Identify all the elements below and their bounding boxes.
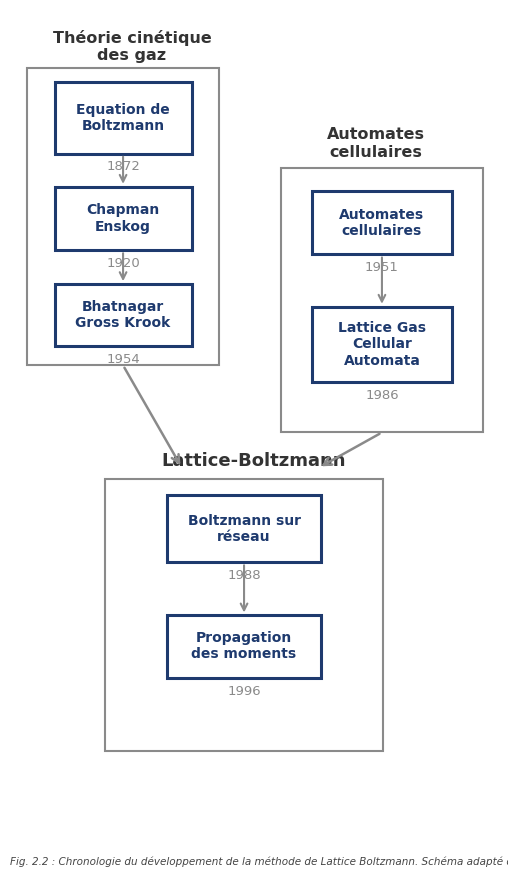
Text: 1986: 1986 [365,389,399,402]
Text: Equation de
Boltzmann: Equation de Boltzmann [76,102,170,133]
Text: Automates
cellulaires: Automates cellulaires [339,208,425,238]
Bar [105,479,384,751]
Text: Propagation
des moments: Propagation des moments [192,631,297,661]
Bar [167,615,321,678]
Text: Chapman
Enskog: Chapman Enskog [86,203,160,234]
Text: 1872: 1872 [106,160,140,173]
Text: 1988: 1988 [227,570,261,582]
Bar [27,68,219,366]
Text: Fig. 2.2 : Chronologie du développement de la méthode de Lattice Boltzmann. Sché: Fig. 2.2 : Chronologie du développement … [10,856,508,866]
Bar [55,187,192,250]
Text: 1951: 1951 [365,260,399,274]
Bar [55,82,192,154]
Text: Automates
cellulaires: Automates cellulaires [327,127,425,160]
Text: 1996: 1996 [227,684,261,698]
Bar [281,168,483,433]
Text: 1954: 1954 [106,353,140,366]
Text: Boltzmann sur
réseau: Boltzmann sur réseau [187,514,301,544]
Bar [55,283,192,346]
Text: Théorie cinétique
des gaz: Théorie cinétique des gaz [53,30,211,64]
Text: 1920: 1920 [106,257,140,269]
Text: Bhatnagar
Gross Krook: Bhatnagar Gross Krook [76,300,171,330]
Text: Lattice-Boltzmann: Lattice-Boltzmann [162,452,346,470]
Bar [312,306,452,382]
Text: Lattice Gas
Cellular
Automata: Lattice Gas Cellular Automata [338,321,426,367]
Bar [167,495,321,562]
Bar [312,192,452,254]
